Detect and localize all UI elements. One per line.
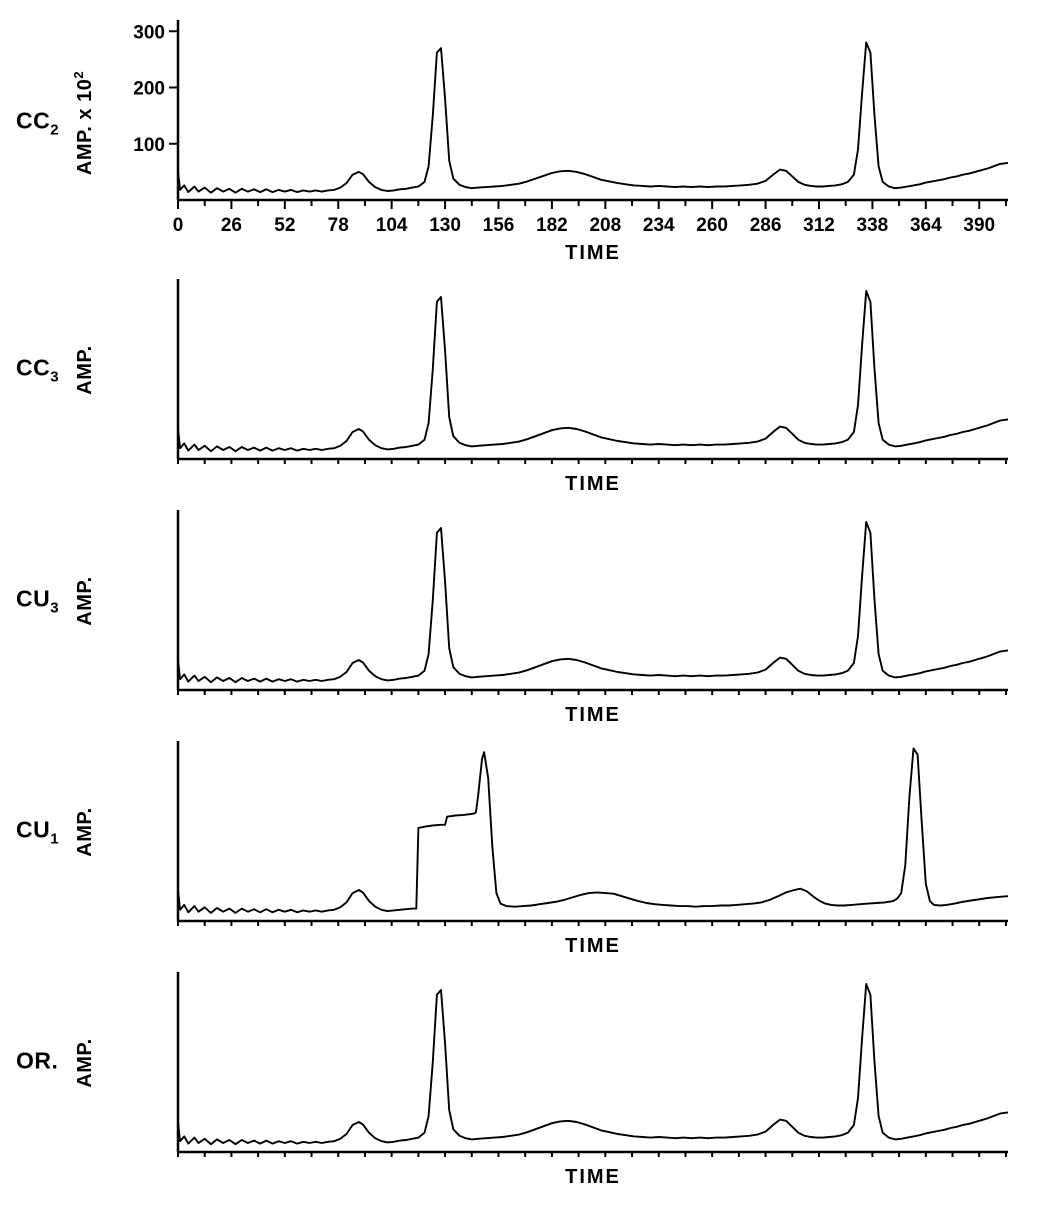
svg-text:200: 200 [133, 79, 165, 100]
line-chart [176, 279, 1008, 464]
svg-text:156: 156 [483, 215, 515, 236]
series-label-sub: 3 [50, 368, 60, 386]
svg-text:234: 234 [643, 215, 675, 236]
plot-area: TIME [116, 968, 1041, 1189]
series-label: OR. [16, 1048, 58, 1079]
svg-text:26: 26 [221, 215, 242, 236]
plot-area: TIME [116, 506, 1041, 727]
svg-text:104: 104 [376, 215, 408, 236]
series-label: CC3 [16, 355, 59, 386]
x-axis-title: TIME [565, 935, 621, 957]
series-label-sub: 1 [50, 830, 60, 848]
chart-panel-or: OR. AMP. TIME [0, 968, 1041, 1189]
svg-text:364: 364 [910, 215, 942, 236]
svg-text:300: 300 [133, 22, 165, 43]
svg-text:208: 208 [589, 215, 621, 236]
series-label-text: CU [16, 585, 51, 612]
line-chart: 0 26 52 78 104 130 156 182 208 234 260 286 312 338 364… [133, 20, 1008, 236]
series-label: CU1 [16, 817, 59, 848]
left-labels: CU3 AMP. [0, 506, 116, 696]
y-axis-label: AMP. [71, 807, 97, 856]
svg-text:78: 78 [328, 215, 349, 236]
svg-text:260: 260 [696, 215, 728, 236]
y-axis-label-sup: 2 [71, 70, 87, 79]
x-axis-title: TIME [565, 473, 621, 495]
chart-panel-cc2: CC2 AMP. x 102 0 26 52 78 104 130 156 182 208 234… [0, 16, 1041, 265]
svg-text:286: 286 [750, 215, 782, 236]
svg-text:182: 182 [536, 215, 568, 236]
y-axis-label: AMP. [71, 1038, 97, 1087]
svg-text:52: 52 [274, 215, 295, 236]
series-label-sub: 2 [50, 121, 60, 139]
left-labels: CC3 AMP. [0, 275, 116, 465]
series-label-text: CU [16, 816, 51, 843]
chart-panel-cu3: CU3 AMP. TIME [0, 506, 1041, 727]
y-axis-label-text: AMP. [73, 345, 96, 395]
series-label-text: CC [16, 107, 51, 134]
series-label-sub: 3 [50, 599, 60, 617]
y-axis-label-text: AMP. x 10 [73, 78, 96, 176]
y-axis-label: AMP. [71, 345, 97, 394]
svg-text:100: 100 [133, 135, 165, 156]
left-labels: OR. AMP. [0, 968, 116, 1158]
line-chart [176, 510, 1008, 695]
line-chart [176, 741, 1008, 926]
chart-panel-cu1: CU1 AMP. TIME [0, 737, 1041, 958]
multi-panel-line-figure: CC2 AMP. x 102 0 26 52 78 104 130 156 182 208 234… [0, 16, 1041, 1189]
svg-text:338: 338 [857, 215, 889, 236]
y-axis-label: AMP. x 102 [71, 71, 97, 175]
x-axis-title: TIME [565, 704, 621, 726]
chart-panel-cc3: CC3 AMP. TIME [0, 275, 1041, 496]
left-labels: CU1 AMP. [0, 737, 116, 927]
svg-text:390: 390 [963, 215, 995, 236]
series-label-text: OR. [16, 1047, 59, 1074]
svg-text:130: 130 [429, 215, 461, 236]
y-axis-label: AMP. [71, 576, 97, 625]
x-axis-title: TIME [565, 1166, 621, 1188]
y-axis-label-text: AMP. [73, 576, 96, 626]
series-label: CC2 [16, 108, 59, 139]
series-label-text: CC [16, 354, 51, 381]
plot-area: 0 26 52 78 104 130 156 182 208 234 260 286 312 338 364… [116, 16, 1041, 265]
series-label: CU3 [16, 586, 59, 617]
plot-area: TIME [116, 737, 1041, 958]
y-axis-label-text: AMP. [73, 1038, 96, 1088]
svg-text:0: 0 [173, 215, 184, 236]
line-chart [176, 972, 1008, 1157]
y-axis-label-text: AMP. [73, 807, 96, 857]
svg-text:312: 312 [803, 215, 835, 236]
plot-area: TIME [116, 275, 1041, 496]
x-axis-title: TIME [565, 242, 621, 264]
left-labels: CC2 AMP. x 102 [0, 16, 116, 230]
